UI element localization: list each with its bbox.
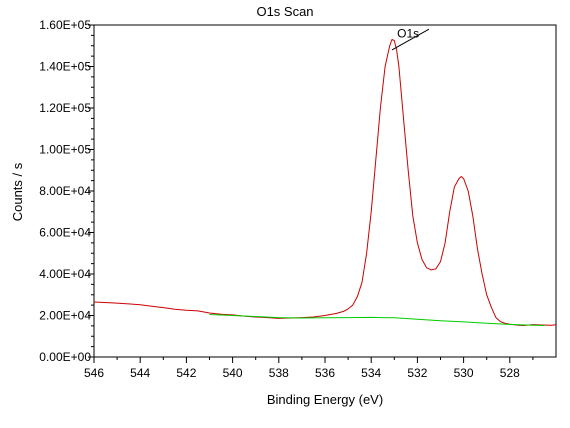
annotation-leader [391,28,430,51]
x-tick-label: 540 [223,366,243,380]
y-tick-label: 6.00E+04 [39,226,91,240]
x-tick-label: 528 [500,366,520,380]
axes: 546 544 542 540 538 536 534 532 530 528 0.00E+00 2.… [39,18,534,380]
y-tick-label: 4.00E+04 [39,267,91,281]
y-tick-label: 0.00E+00 [39,350,91,364]
x-tick-label: 534 [361,366,381,380]
annotations: O1s [391,26,430,51]
annotation-label: O1s [397,26,419,40]
series-line-spectrum [93,39,557,326]
x-tick-label: 536 [315,366,335,380]
x-tick-label: 544 [130,366,150,380]
x-tick-label: 530 [454,366,474,380]
x-tick-label: 538 [269,366,289,380]
chart-title: O1s Scan [256,4,313,19]
y-tick-label: 1.00E+05 [39,143,91,157]
y-tick-label: 2.00E+04 [39,309,91,323]
y-tick-label: 8.00E+04 [39,184,91,198]
y-tick-label: 1.20E+05 [39,101,91,115]
series-layer [93,39,557,326]
y-tick-label: 1.40E+05 [39,60,91,74]
x-tick-label: 532 [407,366,427,380]
series-line-background [209,314,545,326]
x-tick-label: 542 [176,366,196,380]
x-axis-label: Binding Energy (eV) [267,392,383,407]
y-tick-label: 1.60E+05 [39,18,91,32]
y-axis-label: Counts / s [10,162,25,221]
x-tick-label: 546 [84,366,104,380]
